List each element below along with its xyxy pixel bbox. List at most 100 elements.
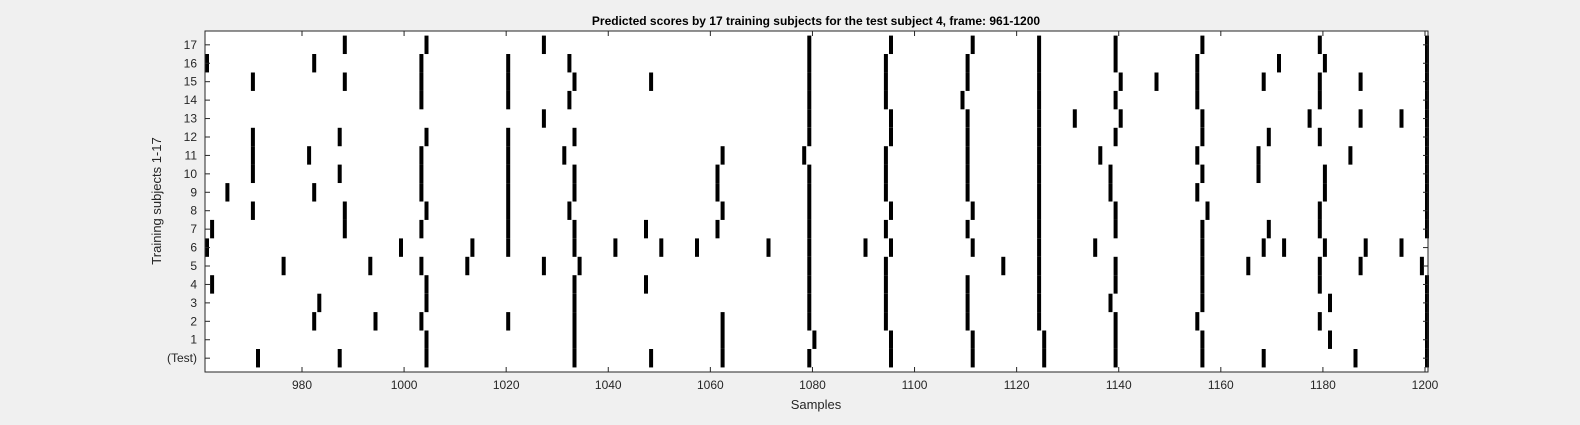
spike-mark: [1200, 275, 1205, 294]
spike-mark: [1037, 146, 1042, 165]
spike-mark: [1093, 238, 1098, 257]
spike-mark: [807, 72, 812, 91]
spike-mark: [1200, 127, 1205, 147]
spike-mark: [572, 275, 577, 294]
spike-mark: [965, 312, 970, 331]
spike-mark: [1113, 54, 1118, 73]
spike-mark: [720, 201, 725, 220]
spike-mark: [1261, 238, 1266, 257]
spike-mark: [337, 164, 342, 184]
spike-mark: [883, 146, 888, 165]
spike-mark: [807, 275, 812, 294]
spike-mark: [250, 201, 255, 220]
spike-mark: [889, 127, 893, 147]
spike-mark: [506, 72, 511, 91]
spike-mark: [1113, 219, 1118, 239]
spike-mark: [506, 312, 511, 331]
spike-mark: [807, 109, 812, 128]
x-tick-label: 1160: [1208, 378, 1234, 392]
spike-mark: [889, 330, 893, 349]
spike-mark: [1317, 256, 1322, 276]
spike-mark: [807, 127, 812, 147]
spike-mark: [1042, 349, 1047, 368]
spike-mark: [577, 256, 582, 276]
x-tick-label: 1140: [1106, 378, 1132, 392]
spike-mark: [1419, 256, 1424, 276]
spike-mark: [1037, 35, 1042, 55]
spike-mark: [807, 201, 812, 220]
spike-mark: [572, 183, 577, 202]
spike-mark: [1328, 293, 1332, 313]
spike-mark: [883, 293, 888, 313]
spike-mark: [1037, 164, 1042, 184]
spike-mark: [720, 349, 725, 368]
spike-mark: [807, 349, 812, 368]
y-tick-label: 12: [184, 130, 198, 144]
spike-mark: [572, 127, 577, 147]
spike-mark: [1277, 54, 1281, 73]
spike-mark: [424, 127, 429, 147]
spike-mark: [256, 349, 260, 368]
spike-mark: [644, 275, 648, 294]
spike-mark: [225, 183, 230, 202]
spike-mark: [307, 146, 312, 165]
spike-mark: [649, 349, 654, 368]
spike-mark: [1108, 164, 1113, 184]
spike-mark: [1358, 72, 1363, 91]
spike-mark: [1348, 146, 1353, 165]
spike-mark: [572, 72, 577, 91]
x-tick-label: 1060: [697, 378, 724, 392]
spike-mark: [649, 72, 654, 91]
spike-mark: [807, 183, 812, 202]
spike-mark: [1037, 90, 1042, 110]
x-tick-label: 1100: [902, 378, 928, 392]
spike-mark: [1118, 109, 1123, 128]
spike-mark: [1113, 275, 1118, 294]
spike-mark: [1037, 183, 1042, 202]
spike-mark: [373, 312, 378, 331]
spike-mark: [883, 54, 888, 73]
spike-mark: [419, 312, 424, 331]
spike-mark: [1261, 349, 1266, 368]
spike-mark: [572, 330, 577, 349]
spike-mark: [889, 201, 893, 220]
spike-mark: [1195, 183, 1200, 202]
spike-mark: [342, 219, 347, 239]
spike-mark: [1317, 219, 1322, 239]
spike-mark: [1154, 72, 1159, 91]
spike-mark: [695, 238, 699, 257]
spike-mark: [317, 293, 322, 313]
spike-mark: [1037, 127, 1042, 147]
spike-mark: [970, 330, 975, 349]
spike-mark: [1113, 256, 1118, 276]
spike-mark: [807, 90, 812, 110]
spike-mark: [659, 238, 664, 257]
spike-mark: [1205, 201, 1210, 220]
spike-mark: [1108, 183, 1113, 202]
spike-mark: [1317, 72, 1322, 91]
spike-mark: [1072, 109, 1077, 128]
y-tick-label: 8: [190, 204, 197, 218]
spike-mark: [419, 219, 424, 239]
spike-mark: [1399, 238, 1404, 257]
y-axis-label: Training subjects 1-17: [149, 137, 164, 264]
spike-mark: [312, 312, 317, 331]
spike-mark: [1322, 54, 1327, 73]
spike-mark: [572, 312, 577, 331]
spike-mark: [1113, 201, 1118, 220]
spike-mark: [1317, 90, 1322, 110]
spike-mark: [1113, 312, 1118, 331]
spike-mark: [1113, 349, 1118, 368]
spike-mark: [720, 312, 725, 331]
y-tick-label: 9: [190, 185, 197, 199]
spike-mark: [342, 201, 347, 220]
x-tick-label: 1040: [595, 378, 622, 392]
spike-mark: [1042, 330, 1047, 349]
spike-mark: [1282, 238, 1287, 257]
spike-mark: [965, 293, 970, 313]
spike-mark: [1358, 256, 1363, 276]
y-tick-label: 17: [184, 38, 198, 52]
spike-mark: [715, 219, 720, 239]
spike-mark: [807, 219, 812, 239]
spike-mark: [1200, 219, 1205, 239]
